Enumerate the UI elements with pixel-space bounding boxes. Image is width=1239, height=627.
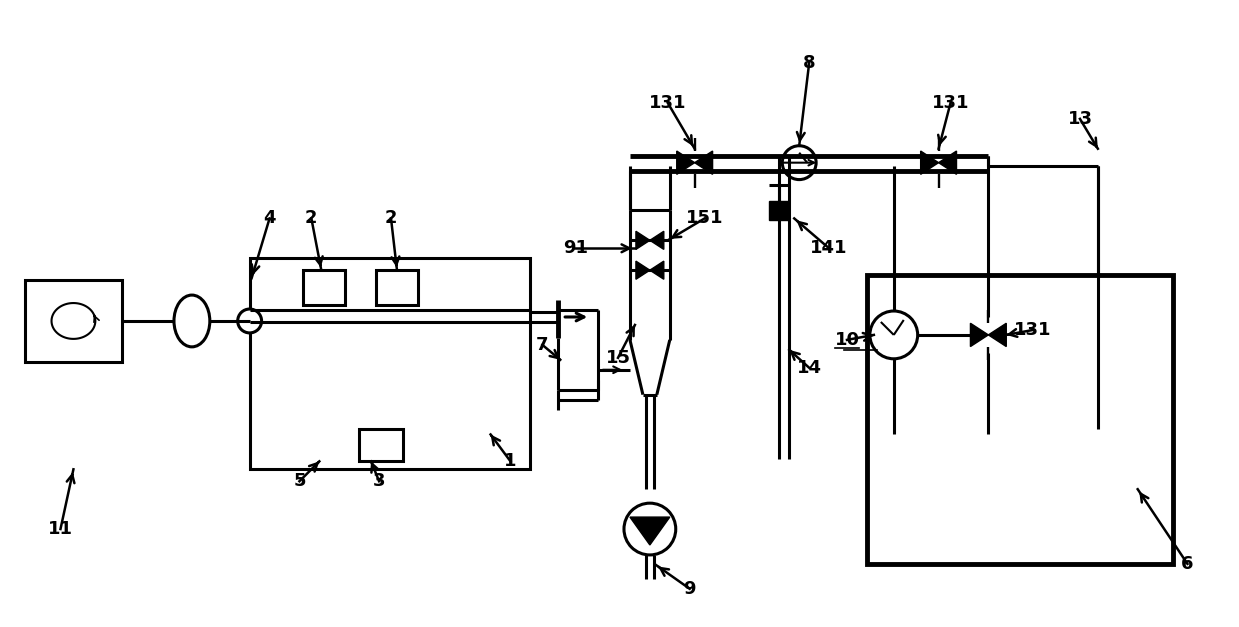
Polygon shape [650,231,664,250]
Text: 4: 4 [264,209,276,228]
Text: 11: 11 [48,520,73,538]
Circle shape [624,503,675,555]
Text: 3: 3 [373,472,385,490]
Polygon shape [636,231,650,250]
Text: 8: 8 [803,54,815,72]
Polygon shape [989,324,1006,347]
Circle shape [238,309,261,333]
Bar [249,258,530,469]
Polygon shape [970,324,989,347]
Bar [25,280,123,362]
Text: 7: 7 [536,336,549,354]
Circle shape [782,145,817,179]
Text: 13: 13 [1068,110,1093,128]
Text: 141: 141 [810,240,847,257]
Text: 91: 91 [563,240,587,257]
Text: 14: 14 [797,359,821,377]
Text: 6: 6 [1181,555,1193,573]
Text: 131: 131 [932,94,969,112]
Text: 2: 2 [305,209,317,228]
Bar [867,275,1172,564]
Polygon shape [939,151,957,174]
Polygon shape [769,201,789,221]
Polygon shape [921,151,939,174]
Polygon shape [650,261,664,279]
Polygon shape [636,261,650,279]
Bar [359,429,403,461]
Text: 10: 10 [835,331,860,349]
Polygon shape [629,517,670,545]
Polygon shape [695,151,712,174]
Text: 5: 5 [294,472,306,490]
Bar [304,270,346,305]
Text: 15: 15 [606,349,631,367]
Text: 151: 151 [686,209,724,228]
Polygon shape [676,151,695,174]
Text: 1: 1 [504,452,517,470]
Bar [377,270,418,305]
Circle shape [870,311,918,359]
Text: 2: 2 [385,209,398,228]
Ellipse shape [173,295,209,347]
Text: 131: 131 [649,94,686,112]
Text: 131: 131 [1015,321,1052,339]
Text: 9: 9 [684,580,696,598]
